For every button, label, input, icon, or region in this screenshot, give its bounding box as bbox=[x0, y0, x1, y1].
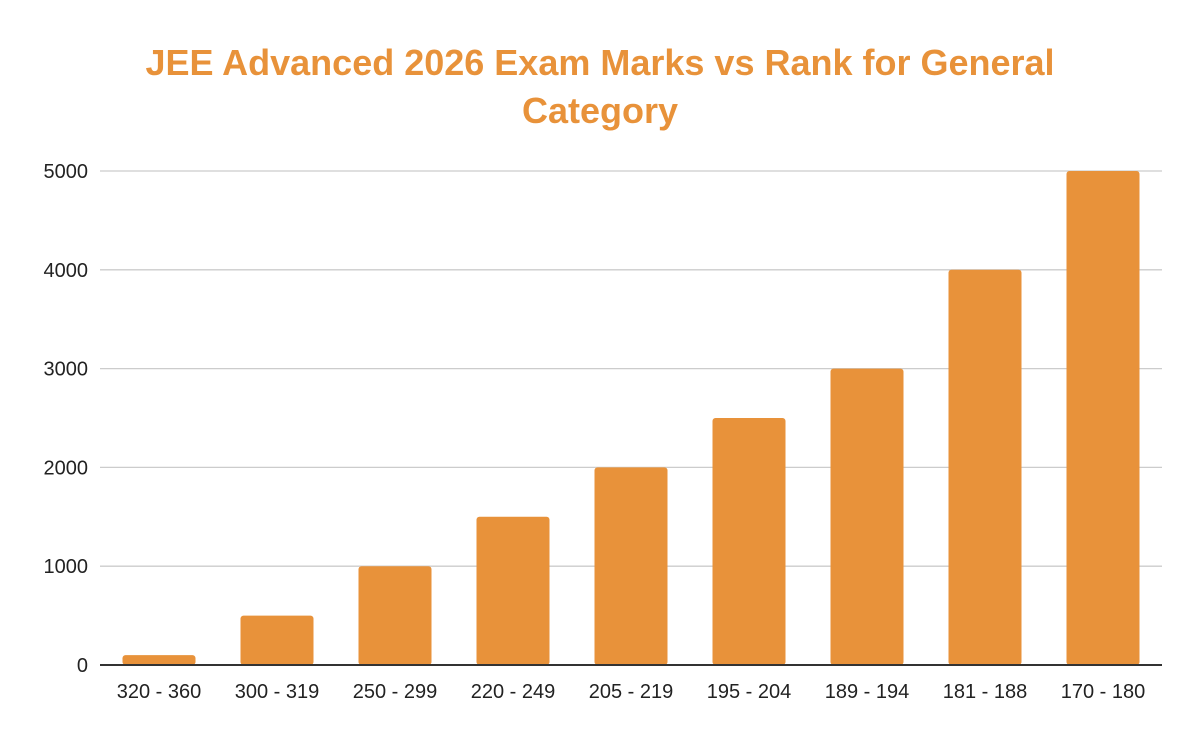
y-tick-label: 2000 bbox=[44, 457, 89, 479]
bar bbox=[1066, 171, 1140, 665]
bar bbox=[948, 269, 1022, 665]
y-tick-label: 4000 bbox=[44, 260, 89, 282]
bar bbox=[122, 655, 196, 665]
y-tick-label: 0 bbox=[77, 655, 88, 677]
bar bbox=[476, 516, 550, 665]
y-tick-label: 1000 bbox=[44, 556, 89, 578]
x-tick-label: 250 - 299 bbox=[353, 681, 438, 703]
x-tick-label: 205 - 219 bbox=[589, 681, 674, 703]
y-tick-label: 3000 bbox=[44, 359, 89, 381]
x-tick-label: 189 - 194 bbox=[825, 681, 910, 703]
y-tick-label: 5000 bbox=[44, 161, 89, 183]
bar bbox=[712, 418, 786, 665]
bar bbox=[830, 368, 904, 665]
bar bbox=[594, 467, 668, 665]
x-tick-label: 320 - 360 bbox=[117, 681, 202, 703]
x-tick-label: 195 - 204 bbox=[707, 681, 792, 703]
chart-title-line-1: JEE Advanced 2026 Exam Marks vs Rank for… bbox=[145, 42, 1054, 83]
chart-title-line-2: Category bbox=[522, 90, 678, 131]
bar bbox=[358, 566, 432, 665]
x-tick-label: 220 - 249 bbox=[471, 681, 556, 703]
bar bbox=[240, 615, 314, 665]
x-tick-label: 300 - 319 bbox=[235, 681, 320, 703]
x-tick-label: 170 - 180 bbox=[1061, 681, 1146, 703]
x-tick-label: 181 - 188 bbox=[943, 681, 1028, 703]
